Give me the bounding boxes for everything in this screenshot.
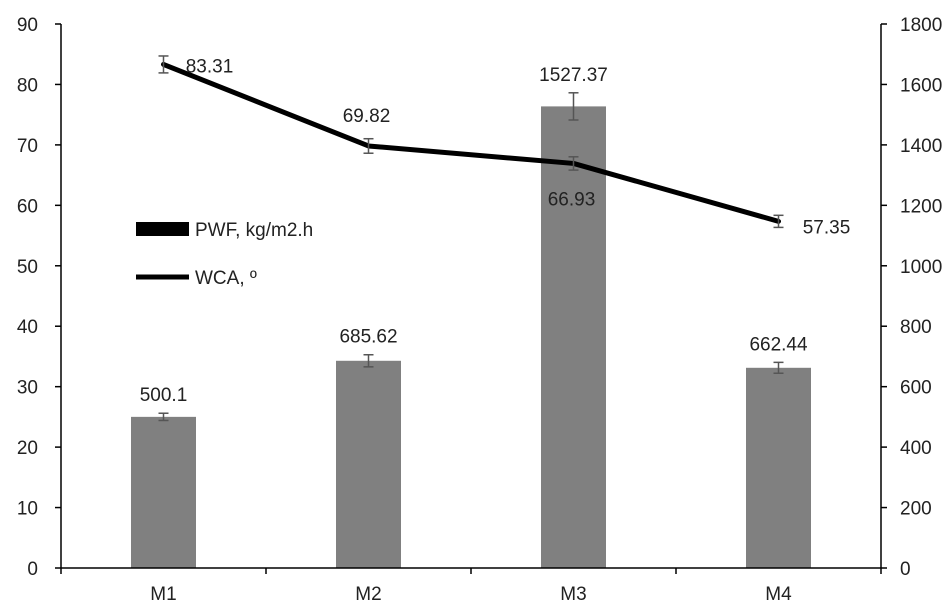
x-tick-label-M2: M2 xyxy=(355,584,381,605)
x-tick-label-M3: M3 xyxy=(560,584,586,605)
bar-data-label-M1: 500.1 xyxy=(140,385,188,406)
right-tick-label-1000: 1000 xyxy=(900,257,942,278)
bars-layer xyxy=(131,92,811,569)
left-tick-label-0: 0 xyxy=(27,559,38,580)
bar-data-label-M3: 1527.37 xyxy=(539,65,608,86)
bar-M1 xyxy=(131,416,196,568)
right-tick-label-1200: 1200 xyxy=(900,196,942,217)
labels-layer: 500.1 685.62 1527.37 662.44 83.31 69.82 66.93 5… xyxy=(140,56,851,406)
bar-data-label-M4: 662.44 xyxy=(749,334,808,355)
right-tick-label-0: 0 xyxy=(900,559,911,580)
line-data-label-M3: 66.93 xyxy=(548,189,596,210)
left-tick-label-20: 20 xyxy=(17,438,38,459)
axes-layer: 0 10 20 30 40 50 60 70 80 90 0 200 400 600 800 1000 1200… xyxy=(17,15,942,605)
right-tick-label-1600: 1600 xyxy=(900,75,942,96)
right-tick-label-400: 400 xyxy=(900,438,932,459)
left-tick-label-10: 10 xyxy=(17,499,38,520)
left-tick-label-30: 30 xyxy=(17,378,38,399)
x-tick-label-M4: M4 xyxy=(765,584,792,605)
line-data-label-M1: 83.31 xyxy=(186,56,234,77)
wca-line xyxy=(161,61,781,224)
line-data-label-M4: 57.35 xyxy=(803,217,851,238)
right-tick-label-800: 800 xyxy=(900,317,932,338)
left-tick-label-70: 70 xyxy=(17,136,38,157)
x-tick-label-M1: M1 xyxy=(150,584,176,605)
legend-line-label: WCA, º xyxy=(195,268,257,289)
line-layer xyxy=(158,55,784,229)
right-tick-label-1400: 1400 xyxy=(900,136,942,157)
legend: PWF, kg/m2.h WCA, º xyxy=(136,220,313,289)
legend-bar-label: PWF, kg/m2.h xyxy=(195,220,313,241)
left-tick-label-80: 80 xyxy=(17,75,38,96)
left-tick-label-60: 60 xyxy=(17,196,38,217)
bar-data-label-M2: 685.62 xyxy=(339,327,397,348)
bar-M2 xyxy=(336,360,401,568)
right-tick-label-1800: 1800 xyxy=(900,15,942,36)
right-tick-label-600: 600 xyxy=(900,378,932,399)
left-tick-label-40: 40 xyxy=(17,317,38,338)
right-tick-label-200: 200 xyxy=(900,499,932,520)
left-tick-label-50: 50 xyxy=(17,257,38,278)
legend-bar-swatch xyxy=(136,222,189,236)
left-tick-label-90: 90 xyxy=(17,15,38,36)
bar-M4 xyxy=(746,367,811,568)
line-data-label-M2: 69.82 xyxy=(343,106,391,127)
bar-M3 xyxy=(541,106,606,569)
